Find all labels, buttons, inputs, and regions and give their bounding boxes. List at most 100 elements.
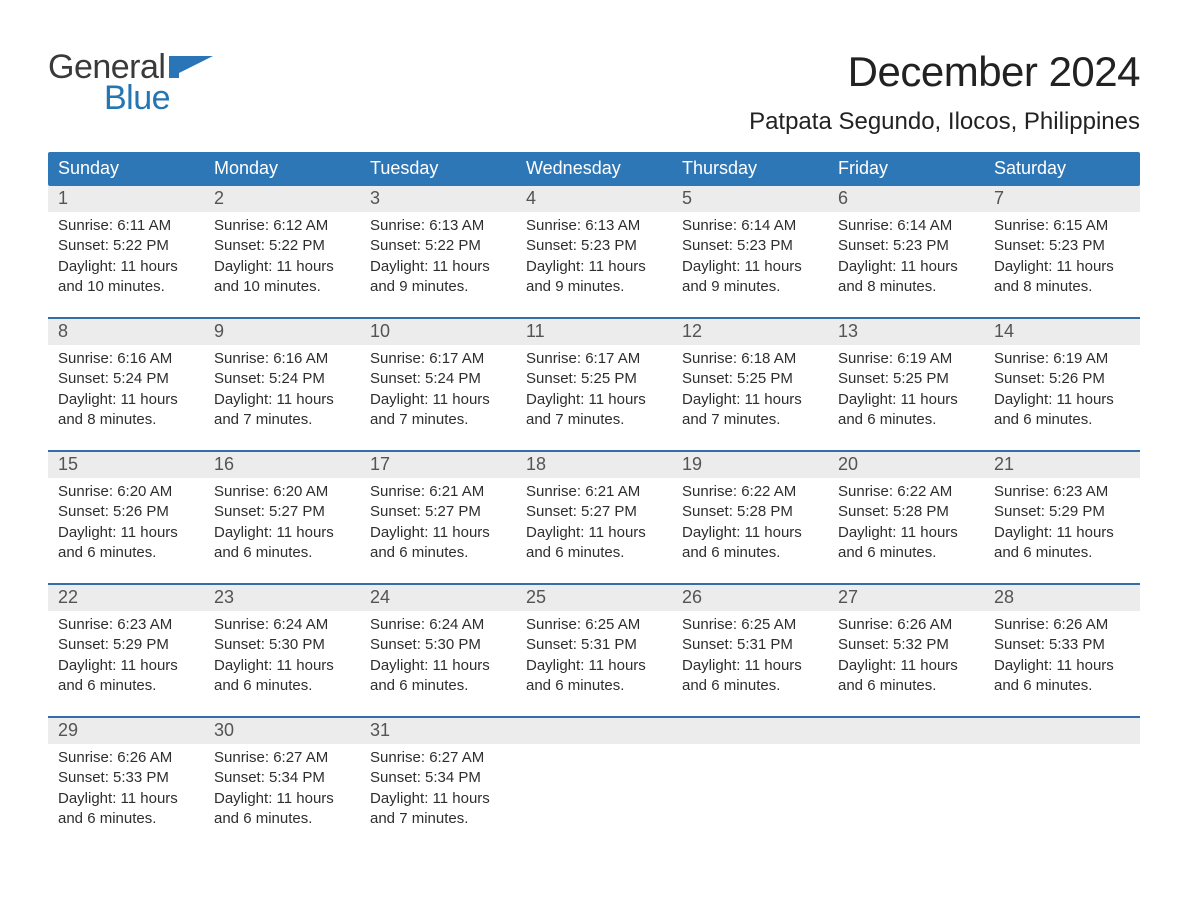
day-dl2: and 6 minutes. (58, 809, 194, 829)
day-dl2: and 7 minutes. (682, 410, 818, 430)
day-body-row: Sunrise: 6:23 AMSunset: 5:29 PMDaylight:… (48, 611, 1140, 704)
day-number: 10 (360, 319, 516, 345)
day-number: 7 (984, 186, 1140, 212)
day-dl1: Daylight: 11 hours (526, 656, 662, 676)
week-block: 15161718192021Sunrise: 6:20 AMSunset: 5:… (48, 450, 1140, 571)
day-sunset: Sunset: 5:27 PM (370, 502, 506, 522)
day-dl1: Daylight: 11 hours (214, 390, 350, 410)
day-dl1: Daylight: 11 hours (994, 523, 1130, 543)
day-sunrise: Sunrise: 6:27 AM (370, 748, 506, 768)
day-dl2: and 8 minutes. (838, 277, 974, 297)
day-sunrise: Sunrise: 6:12 AM (214, 216, 350, 236)
week-block: 293031Sunrise: 6:26 AMSunset: 5:33 PMDay… (48, 716, 1140, 837)
day-number: 23 (204, 585, 360, 611)
day-sunrise: Sunrise: 6:24 AM (370, 615, 506, 635)
day-number: 21 (984, 452, 1140, 478)
day-body: Sunrise: 6:25 AMSunset: 5:31 PMDaylight:… (516, 611, 672, 704)
day-dl1: Daylight: 11 hours (682, 656, 818, 676)
day-number: 19 (672, 452, 828, 478)
day-body: Sunrise: 6:24 AMSunset: 5:30 PMDaylight:… (360, 611, 516, 704)
day-sunset: Sunset: 5:25 PM (838, 369, 974, 389)
day-body: Sunrise: 6:17 AMSunset: 5:24 PMDaylight:… (360, 345, 516, 438)
day-sunrise: Sunrise: 6:24 AM (214, 615, 350, 635)
day-dl2: and 6 minutes. (994, 676, 1130, 696)
day-dl2: and 6 minutes. (838, 676, 974, 696)
day-sunset: Sunset: 5:22 PM (58, 236, 194, 256)
day-sunrise: Sunrise: 6:19 AM (838, 349, 974, 369)
weekday-header: Thursday (672, 152, 828, 186)
day-sunset: Sunset: 5:24 PM (214, 369, 350, 389)
day-dl1: Daylight: 11 hours (214, 656, 350, 676)
day-dl1: Daylight: 11 hours (370, 523, 506, 543)
day-dl1: Daylight: 11 hours (838, 523, 974, 543)
day-dl2: and 6 minutes. (838, 410, 974, 430)
day-number: 28 (984, 585, 1140, 611)
day-body: Sunrise: 6:13 AMSunset: 5:23 PMDaylight:… (516, 212, 672, 305)
day-body: Sunrise: 6:16 AMSunset: 5:24 PMDaylight:… (48, 345, 204, 438)
day-number (516, 718, 672, 744)
day-sunrise: Sunrise: 6:13 AM (370, 216, 506, 236)
day-sunrise: Sunrise: 6:23 AM (58, 615, 194, 635)
day-body-row: Sunrise: 6:11 AMSunset: 5:22 PMDaylight:… (48, 212, 1140, 305)
day-dl1: Daylight: 11 hours (838, 257, 974, 277)
title-block: December 2024 Patpata Segundo, Ilocos, P… (749, 48, 1140, 136)
day-number: 17 (360, 452, 516, 478)
day-dl2: and 6 minutes. (526, 676, 662, 696)
day-body: Sunrise: 6:22 AMSunset: 5:28 PMDaylight:… (672, 478, 828, 571)
day-dl1: Daylight: 11 hours (58, 789, 194, 809)
day-dl2: and 6 minutes. (370, 676, 506, 696)
day-body: Sunrise: 6:25 AMSunset: 5:31 PMDaylight:… (672, 611, 828, 704)
day-number: 5 (672, 186, 828, 212)
day-dl1: Daylight: 11 hours (214, 257, 350, 277)
day-dl1: Daylight: 11 hours (526, 257, 662, 277)
location-text: Patpata Segundo, Ilocos, Philippines (749, 108, 1140, 136)
week-block: 891011121314Sunrise: 6:16 AMSunset: 5:24… (48, 317, 1140, 438)
day-dl1: Daylight: 11 hours (526, 390, 662, 410)
day-dl2: and 7 minutes. (370, 809, 506, 829)
day-dl2: and 9 minutes. (526, 277, 662, 297)
day-body (672, 744, 828, 837)
day-sunset: Sunset: 5:31 PM (682, 635, 818, 655)
day-dl1: Daylight: 11 hours (214, 523, 350, 543)
day-number: 12 (672, 319, 828, 345)
weekday-header: Saturday (984, 152, 1140, 186)
day-body: Sunrise: 6:18 AMSunset: 5:25 PMDaylight:… (672, 345, 828, 438)
day-sunset: Sunset: 5:33 PM (994, 635, 1130, 655)
day-dl1: Daylight: 11 hours (994, 656, 1130, 676)
day-number: 8 (48, 319, 204, 345)
day-body: Sunrise: 6:22 AMSunset: 5:28 PMDaylight:… (828, 478, 984, 571)
day-number: 25 (516, 585, 672, 611)
day-sunrise: Sunrise: 6:25 AM (526, 615, 662, 635)
day-sunset: Sunset: 5:23 PM (838, 236, 974, 256)
day-sunrise: Sunrise: 6:20 AM (58, 482, 194, 502)
day-sunset: Sunset: 5:30 PM (214, 635, 350, 655)
day-sunset: Sunset: 5:29 PM (994, 502, 1130, 522)
day-body-row: Sunrise: 6:16 AMSunset: 5:24 PMDaylight:… (48, 345, 1140, 438)
day-body: Sunrise: 6:23 AMSunset: 5:29 PMDaylight:… (48, 611, 204, 704)
day-dl2: and 6 minutes. (214, 543, 350, 563)
day-dl1: Daylight: 11 hours (682, 523, 818, 543)
day-dl1: Daylight: 11 hours (838, 656, 974, 676)
day-body: Sunrise: 6:27 AMSunset: 5:34 PMDaylight:… (204, 744, 360, 837)
weekday-header: Wednesday (516, 152, 672, 186)
day-sunrise: Sunrise: 6:22 AM (838, 482, 974, 502)
day-sunset: Sunset: 5:23 PM (682, 236, 818, 256)
day-number: 1 (48, 186, 204, 212)
day-dl2: and 8 minutes. (994, 277, 1130, 297)
day-dl1: Daylight: 11 hours (682, 257, 818, 277)
day-number-row: 1234567 (48, 186, 1140, 212)
day-number: 4 (516, 186, 672, 212)
day-sunrise: Sunrise: 6:19 AM (994, 349, 1130, 369)
day-body (984, 744, 1140, 837)
day-sunset: Sunset: 5:26 PM (58, 502, 194, 522)
day-body: Sunrise: 6:14 AMSunset: 5:23 PMDaylight:… (828, 212, 984, 305)
day-dl2: and 6 minutes. (838, 543, 974, 563)
day-number: 20 (828, 452, 984, 478)
day-dl1: Daylight: 11 hours (58, 523, 194, 543)
day-body: Sunrise: 6:17 AMSunset: 5:25 PMDaylight:… (516, 345, 672, 438)
day-sunrise: Sunrise: 6:17 AM (526, 349, 662, 369)
day-sunrise: Sunrise: 6:16 AM (58, 349, 194, 369)
weeks-container: 1234567Sunrise: 6:11 AMSunset: 5:22 PMDa… (48, 186, 1140, 837)
day-dl2: and 6 minutes. (682, 676, 818, 696)
day-body: Sunrise: 6:26 AMSunset: 5:32 PMDaylight:… (828, 611, 984, 704)
